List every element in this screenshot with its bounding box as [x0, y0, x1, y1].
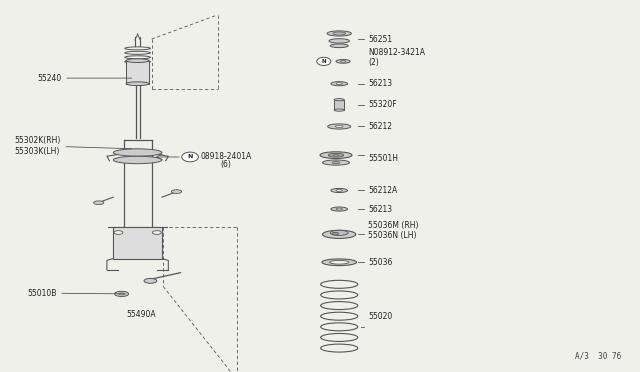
Ellipse shape: [125, 51, 150, 54]
Text: N: N: [321, 59, 326, 64]
Ellipse shape: [335, 125, 343, 127]
Bar: [334, 100, 344, 110]
Text: 08918-2401A: 08918-2401A: [200, 152, 252, 161]
Ellipse shape: [334, 99, 344, 101]
Ellipse shape: [125, 47, 150, 50]
Text: (6): (6): [221, 160, 232, 169]
Ellipse shape: [321, 312, 358, 320]
Ellipse shape: [321, 280, 358, 288]
Ellipse shape: [126, 59, 149, 62]
Ellipse shape: [321, 323, 358, 331]
Bar: [126, 61, 149, 84]
Ellipse shape: [321, 333, 358, 341]
Ellipse shape: [328, 124, 351, 129]
Text: 55036: 55036: [368, 258, 392, 267]
Bar: [113, 227, 162, 259]
Ellipse shape: [332, 161, 340, 164]
Ellipse shape: [331, 188, 348, 193]
Circle shape: [317, 57, 331, 65]
Ellipse shape: [330, 44, 348, 48]
Text: A/3  30 76: A/3 30 76: [575, 352, 621, 361]
Ellipse shape: [323, 230, 356, 238]
Ellipse shape: [152, 231, 161, 234]
Ellipse shape: [330, 260, 349, 264]
Ellipse shape: [126, 82, 149, 86]
Ellipse shape: [320, 152, 352, 158]
Ellipse shape: [113, 149, 162, 156]
Text: 55020: 55020: [368, 312, 392, 321]
Text: 56212A: 56212A: [368, 186, 397, 195]
Ellipse shape: [119, 293, 124, 295]
Ellipse shape: [321, 344, 358, 352]
Ellipse shape: [125, 56, 150, 59]
Ellipse shape: [329, 39, 349, 43]
Text: 55501H: 55501H: [368, 154, 398, 163]
Ellipse shape: [115, 291, 129, 296]
Ellipse shape: [114, 231, 123, 234]
Ellipse shape: [333, 154, 339, 156]
Ellipse shape: [321, 291, 358, 299]
Text: 55302K(RH)
55303K(LH): 55302K(RH) 55303K(LH): [14, 136, 132, 155]
Ellipse shape: [336, 60, 350, 63]
Ellipse shape: [144, 278, 157, 283]
Ellipse shape: [93, 201, 104, 205]
Text: 56213: 56213: [368, 205, 392, 214]
Ellipse shape: [321, 302, 358, 310]
Ellipse shape: [334, 109, 344, 111]
Ellipse shape: [331, 81, 348, 86]
Ellipse shape: [125, 60, 150, 63]
Text: N08912-3421A
(2): N08912-3421A (2): [368, 48, 425, 67]
Ellipse shape: [113, 156, 162, 164]
Ellipse shape: [336, 208, 342, 210]
Ellipse shape: [172, 190, 182, 193]
Ellipse shape: [323, 160, 349, 165]
Text: 55036M (RH)
55036N (LH): 55036M (RH) 55036N (LH): [368, 221, 419, 240]
Text: 56213: 56213: [368, 79, 392, 88]
Ellipse shape: [336, 83, 342, 84]
Text: 56251: 56251: [368, 35, 392, 44]
Text: 56212: 56212: [368, 122, 392, 131]
Ellipse shape: [328, 153, 344, 157]
Ellipse shape: [322, 259, 356, 266]
Text: 55320F: 55320F: [368, 100, 397, 109]
Ellipse shape: [327, 31, 351, 36]
Ellipse shape: [340, 61, 346, 62]
Ellipse shape: [333, 32, 346, 35]
Text: 55240: 55240: [37, 74, 132, 83]
Text: 55490A: 55490A: [126, 310, 156, 319]
Text: 55010B: 55010B: [27, 289, 126, 298]
Ellipse shape: [331, 207, 348, 211]
Ellipse shape: [336, 189, 342, 191]
Ellipse shape: [330, 230, 348, 235]
Text: N: N: [188, 154, 193, 160]
Ellipse shape: [332, 232, 339, 235]
Circle shape: [182, 152, 198, 162]
